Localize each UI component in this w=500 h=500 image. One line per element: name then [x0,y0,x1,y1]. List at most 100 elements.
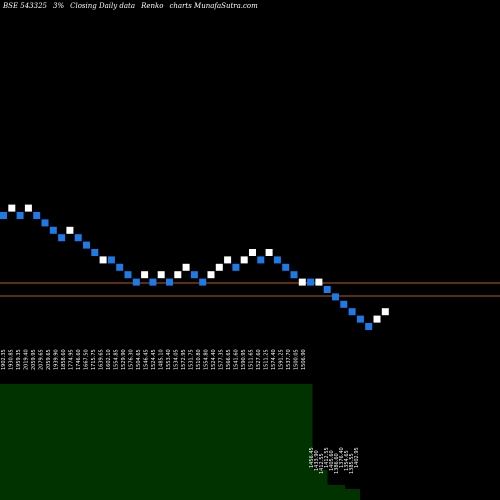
chart-description: Closing Daily data [70,2,136,10]
x-tick-label: 2019.40 [24,349,30,370]
renko-brick-down [16,212,24,219]
x-tick-label: 1534.05 [174,349,180,370]
x-tick-label: 1574.40 [271,349,277,370]
renko-brick-up [265,249,273,256]
renko-brick-down [323,286,331,293]
x-tick-label: 1554.85 [114,349,120,370]
x-tick-label: 1566.65 [226,349,232,370]
x-tick-label: 1529.90 [121,349,127,370]
x-tick-label: 2079.65 [39,349,45,370]
renko-brick-down [116,263,124,271]
renko-brick-down [199,278,207,286]
renko-brick-up [315,278,323,286]
x-tick-label: 1667.50 [84,349,90,370]
x-tick-label-lower: 1354.65 [344,450,350,471]
renko-brick-down [132,278,140,286]
renko-brick-down [107,256,115,264]
renko-brick-up [373,315,381,323]
renko-brick-down [58,234,66,242]
x-tick-label: 1572.95 [181,349,187,370]
renko-brick-up [298,278,306,286]
renko-brick-down [307,278,315,286]
x-tick-label-lower: 1376.40 [339,447,345,468]
x-tick-label: 1541.60 [234,349,240,370]
renko-brick-up [381,308,389,316]
renko-brick-down [0,212,7,219]
x-tick-label: 1902.35 [1,349,7,370]
x-tick-label: 1577.35 [219,349,225,370]
renko-brick-up [8,204,16,212]
x-tick-label: 1531.75 [189,349,195,370]
renko-brick-down [348,308,356,316]
renko-brick-down [356,315,364,323]
x-tick-label-lower: 1385.55 [349,453,355,474]
x-tick-label: 1939.90 [54,349,60,370]
renko-brick-up [66,226,74,234]
x-tick-label: 1504.65 [136,349,142,370]
renko-brick-down [149,278,157,286]
renko-brick-down [273,256,281,264]
x-tick-label: 1554.80 [204,349,210,370]
volume-bar [312,470,328,500]
x-tick-label: 1527.60 [256,349,262,370]
x-tick-label-lower: 1412.55 [324,447,330,468]
x-tick-label: 1959.35 [16,349,22,370]
x-tick-label: 1591.25 [279,349,285,370]
x-tick-label: 1524.45 [151,349,157,370]
x-tick-label-lower: 1402.95 [354,447,360,468]
x-tick-label: 1576.30 [129,349,135,370]
renko-brick-up [174,271,182,279]
renko-brick-up [207,271,215,279]
x-tick-label: 1537.70 [286,349,292,370]
renko-brick-down [41,219,49,227]
chart-header: BSE 543325 3% Closing Daily data Renko chart… [3,2,264,10]
renko-brick-down [340,300,348,308]
x-tick-label: 1602.10 [106,349,112,370]
renko-brick-down [166,278,173,286]
x-tick-label: 1511.65 [249,349,255,370]
renko-brick-up [215,263,223,271]
chart-change: 3% [53,2,65,10]
renko-brick-up [141,271,149,279]
chart-kind: Renko [141,2,164,10]
renko-brick-down [83,241,90,249]
renko-brick-down [290,271,298,279]
renko-brick-down [282,263,290,271]
renko-brick-down [365,323,373,330]
renko-brick-up [157,271,165,279]
x-tick-label-lower: 1433.90 [314,450,320,471]
x-tick-label: 1639.65 [99,349,105,370]
x-tick-label: 1511.25 [264,349,270,370]
renko-brick-up [24,204,32,212]
x-tick-label: 1553.40 [166,349,172,370]
x-tick-label: 1715.75 [91,349,97,370]
x-tick-label: 1774.95 [69,349,75,370]
x-tick-label: 2059.95 [31,349,37,370]
renko-brick-up [240,256,248,264]
x-tick-label: 1510.80 [196,349,202,370]
x-tick-label: 1590.95 [241,349,247,370]
renko-brick-down [124,271,132,279]
x-tick-label: 1746.60 [76,349,82,370]
x-tick-label: 1506.90 [301,349,307,370]
renko-brick-down [33,212,41,219]
x-tick-label: 1500.05 [294,349,300,370]
renko-brick-down [91,249,99,256]
x-tick-label-lower: 1456.45 [309,447,315,468]
renko-brick-down [257,256,265,264]
x-tick-label-lower: 1386.60 [334,453,340,474]
renko-brick-down [332,293,339,301]
renko-brick-up [182,263,190,271]
renko-brick-up [99,256,107,264]
x-tick-label: 1524.40 [211,349,217,370]
renko-brick-down [232,263,240,271]
x-tick-label: 1485.10 [159,349,165,370]
renko-brick-down [190,271,198,279]
volume-bar [0,384,313,500]
chart-site: charts MunafaSutra.com [169,2,258,10]
volume-bar [327,485,345,500]
x-tick-label: 1858.60 [61,349,67,370]
x-tick-label: 1546.45 [144,349,150,370]
